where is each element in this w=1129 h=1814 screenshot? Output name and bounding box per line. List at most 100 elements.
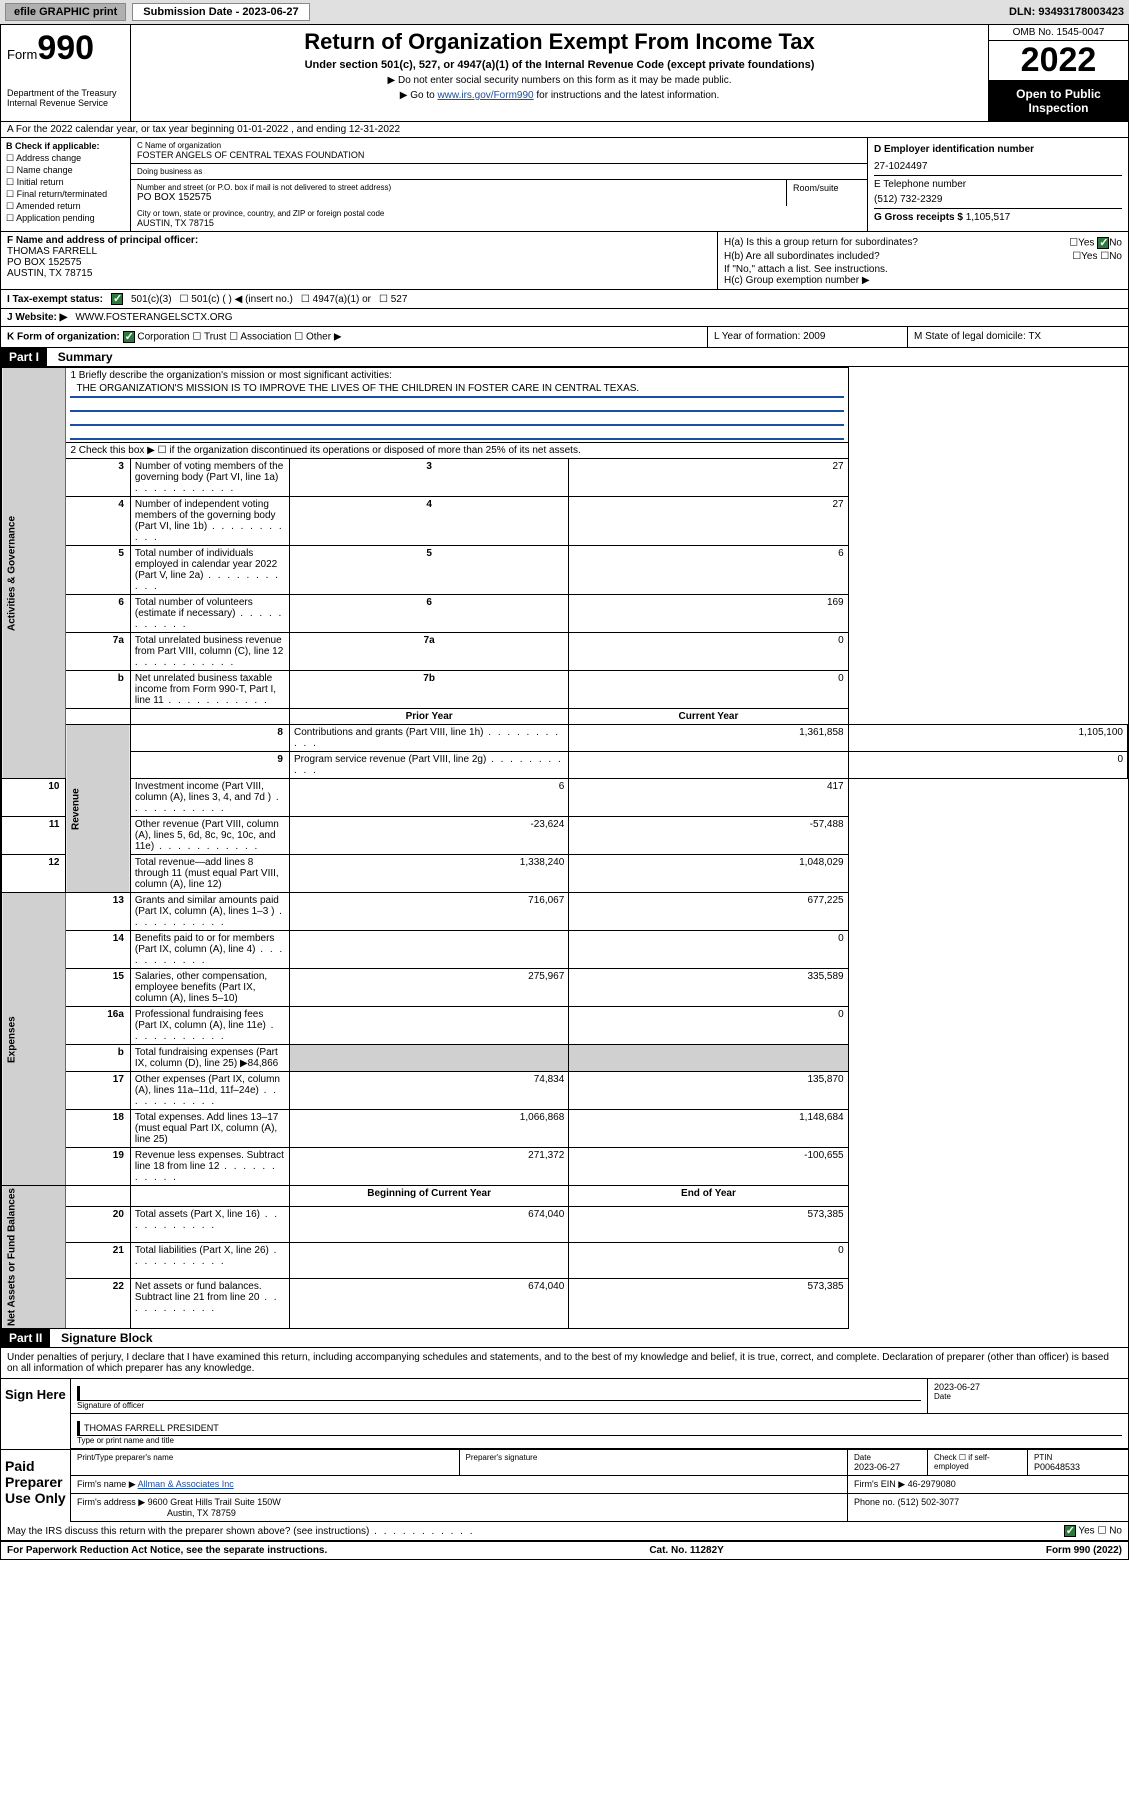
exp-line-19: 19Revenue less expenses. Subtract line 1… [2, 1148, 1128, 1186]
irs-discuss-yes[interactable] [1064, 1525, 1076, 1537]
sign-here-label: Sign Here [1, 1379, 71, 1449]
chk-corporation[interactable] [123, 331, 135, 343]
form-header: Form990 Department of the Treasury Inter… [1, 25, 1128, 122]
hb-note: If "No," attach a list. See instructions… [724, 264, 1122, 275]
part1-header: Part I Summary [1, 348, 1128, 367]
gov-line-4: 4Number of independent voting members of… [2, 497, 1128, 546]
hb-row: H(b) Are all subordinates included? ☐Yes… [724, 251, 1122, 262]
chk-name-change[interactable]: ☐ Name change [6, 165, 125, 176]
hc-row: H(c) Group exemption number ▶ [724, 275, 1122, 286]
state-domicile: M State of legal domicile: TX [908, 327, 1128, 347]
year-formation: L Year of formation: 2009 [708, 327, 908, 347]
section-bcd: B Check if applicable: ☐ Address change … [1, 138, 1128, 232]
summary-table: Activities & Governance 1 Briefly descri… [1, 367, 1128, 1329]
tax-year: 2022 [989, 41, 1128, 81]
efile-button[interactable]: efile GRAPHIC print [5, 3, 126, 21]
cat-number: Cat. No. 11282Y [649, 1545, 723, 1556]
net-line-21: 21Total liabilities (Part X, line 26)0 [2, 1242, 1128, 1278]
tab-revenue: Revenue [66, 725, 130, 893]
chk-initial-return[interactable]: ☐ Initial return [6, 177, 125, 188]
form-ref: Form 990 (2022) [1046, 1545, 1122, 1556]
gross-receipts: 1,105,517 [966, 212, 1011, 223]
tab-governance: Activities & Governance [2, 368, 66, 779]
officer-addr1: PO BOX 152575 [7, 257, 711, 268]
form-container: Form990 Department of the Treasury Inter… [0, 24, 1129, 1560]
ha-row: H(a) Is this a group return for subordin… [724, 237, 1122, 249]
rev-line-9: 9Program service revenue (Part VIII, lin… [2, 752, 1128, 779]
dba-label: Doing business as [137, 167, 861, 176]
ha-no-checkbox[interactable] [1097, 237, 1109, 249]
column-d: D Employer identification number 27-1024… [868, 138, 1128, 231]
firm-name-link[interactable]: Allman & Associates Inc [138, 1479, 234, 1489]
top-toolbar: efile GRAPHIC print Submission Date - 20… [0, 0, 1129, 24]
gov-line-6: 6Total number of volunteers (estimate if… [2, 595, 1128, 633]
rev-line-12: 12Total revenue—add lines 8 through 11 (… [2, 855, 1128, 893]
city-state-zip: AUSTIN, TX 78715 [137, 218, 861, 228]
website-row: J Website: ▶ WWW.FOSTERANGELSCTX.ORG [1, 309, 1128, 327]
mission-text: THE ORGANIZATION'S MISSION IS TO IMPROVE… [70, 381, 843, 398]
chk-final-return[interactable]: ☐ Final return/terminated [6, 189, 125, 200]
addr-label: Number and street (or P.O. box if mail i… [137, 183, 780, 192]
gross-label: G Gross receipts $ [874, 212, 963, 223]
ein-value: 27-1024497 [874, 161, 1122, 172]
col-b-title: B Check if applicable: [6, 141, 125, 151]
city-label: City or town, state or province, country… [137, 209, 861, 218]
may-irs-discuss: May the IRS discuss this return with the… [1, 1522, 1128, 1541]
exp-line-18: 18Total expenses. Add lines 13–17 (must … [2, 1110, 1128, 1148]
phone-value: (512) 732-2329 [874, 194, 1122, 205]
org-name: FOSTER ANGELS OF CENTRAL TEXAS FOUNDATIO… [137, 150, 861, 160]
exp-line-16a: 16aProfessional fundraising fees (Part I… [2, 1007, 1128, 1045]
gov-line-7b: bNet unrelated business taxable income f… [2, 671, 1128, 709]
line1-label: 1 Briefly describe the organization's mi… [70, 370, 843, 381]
row-a-tax-year: A For the 2022 calendar year, or tax yea… [1, 122, 1128, 138]
form-number: 990 [37, 29, 94, 67]
public-inspection: Open to Public Inspection [989, 81, 1128, 121]
chk-address-change[interactable]: ☐ Address change [6, 153, 125, 164]
room-suite-label: Room/suite [787, 180, 867, 206]
submission-date: Submission Date - 2023-06-27 [132, 3, 309, 21]
paperwork-notice: For Paperwork Reduction Act Notice, see … [7, 1545, 327, 1556]
website-url: WWW.FOSTERANGELSCTX.ORG [75, 312, 232, 323]
tax-status-row: I Tax-exempt status: 501(c)(3) ☐ 501(c) … [1, 290, 1128, 309]
dln-number: DLN: 93493178003423 [1009, 6, 1124, 18]
gov-line-7a: 7aTotal unrelated business revenue from … [2, 633, 1128, 671]
ein-label: D Employer identification number [874, 144, 1122, 155]
chk-application[interactable]: ☐ Application pending [6, 213, 125, 224]
chk-501c3[interactable] [111, 293, 123, 305]
footer: For Paperwork Reduction Act Notice, see … [1, 1541, 1128, 1559]
exp-line-15: 15Salaries, other compensation, employee… [2, 969, 1128, 1007]
form-prefix: Form [7, 47, 37, 62]
tab-expenses: Expenses [2, 893, 66, 1186]
section-fgh: F Name and address of principal officer:… [1, 232, 1128, 290]
chk-amended[interactable]: ☐ Amended return [6, 201, 125, 212]
note-ssn: ▶ Do not enter social security numbers o… [139, 75, 980, 86]
rev-line-10: 10Investment income (Part VIII, column (… [2, 779, 1128, 817]
line2: 2 Check this box ▶ ☐ if the organization… [66, 443, 848, 459]
officer-label: F Name and address of principal officer: [7, 235, 711, 246]
klm-row: K Form of organization: Corporation ☐ Tr… [1, 327, 1128, 348]
form-title: Return of Organization Exempt From Incom… [139, 29, 980, 55]
note-link: ▶ Go to www.irs.gov/Form990 for instruct… [139, 90, 980, 101]
paid-preparer-block: Paid Preparer Use Only Print/Type prepar… [1, 1449, 1128, 1522]
street-address: PO BOX 152575 [137, 192, 780, 203]
column-b: B Check if applicable: ☐ Address change … [1, 138, 131, 231]
omb-number: OMB No. 1545-0047 [989, 25, 1128, 41]
irs-link[interactable]: www.irs.gov/Form990 [437, 90, 533, 101]
gov-line-3: 3Number of voting members of the governi… [2, 459, 1128, 497]
net-line-22: 22Net assets or fund balances. Subtract … [2, 1278, 1128, 1328]
form-subtitle: Under section 501(c), 527, or 4947(a)(1)… [139, 59, 980, 71]
paid-preparer-label: Paid Preparer Use Only [1, 1450, 71, 1522]
exp-line-14: 14Benefits paid to or for members (Part … [2, 931, 1128, 969]
officer-name: THOMAS FARRELL [7, 246, 711, 257]
exp-line-16b: bTotal fundraising expenses (Part IX, co… [2, 1045, 1128, 1072]
column-c: C Name of organization FOSTER ANGELS OF … [131, 138, 868, 231]
net-line-20: 20Total assets (Part X, line 16)674,0405… [2, 1207, 1128, 1243]
tab-netassets: Net Assets or Fund Balances [2, 1186, 66, 1329]
officer-addr2: AUSTIN, TX 78715 [7, 268, 711, 279]
declaration-text: Under penalties of perjury, I declare th… [1, 1348, 1128, 1378]
sign-here-block: Sign Here Signature of officer 2023-06-2… [1, 1378, 1128, 1449]
dept-treasury: Department of the Treasury [7, 88, 124, 98]
org-name-label: C Name of organization [137, 141, 861, 150]
gov-line-5: 5Total number of individuals employed in… [2, 546, 1128, 595]
officer-name-title: THOMAS FARRELL PRESIDENT [77, 1421, 1122, 1436]
